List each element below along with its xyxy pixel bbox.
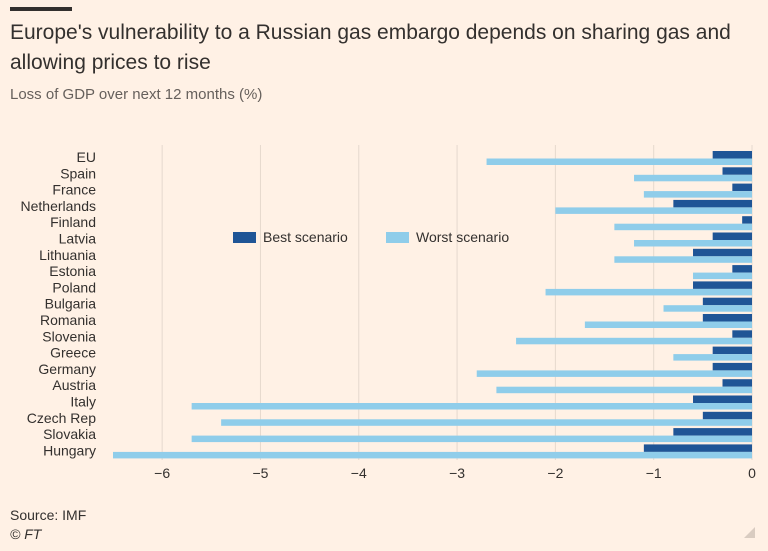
bar-best-scenario bbox=[722, 379, 752, 387]
ft-top-rule bbox=[10, 7, 72, 11]
category-label: Germany bbox=[38, 361, 96, 377]
category-label: Netherlands bbox=[21, 198, 97, 214]
category-label: Austria bbox=[52, 377, 96, 393]
bar-worst-scenario bbox=[545, 288, 752, 296]
legend-swatch-worst bbox=[386, 232, 409, 243]
bar-best-scenario bbox=[693, 395, 752, 403]
bar-worst-scenario bbox=[496, 386, 752, 394]
bar-worst-scenario bbox=[486, 158, 752, 165]
bar-best-scenario bbox=[732, 183, 752, 192]
bar-worst-scenario bbox=[476, 370, 752, 377]
bar-best-scenario bbox=[732, 265, 752, 273]
category-label: Estonia bbox=[49, 263, 96, 279]
category-label: Spain bbox=[60, 165, 96, 181]
x-tick-label: −3 bbox=[449, 465, 465, 481]
legend-label-worst: Worst scenario bbox=[416, 229, 509, 245]
category-label: Italy bbox=[70, 394, 96, 410]
bar-best-scenario bbox=[702, 297, 752, 306]
bar-worst-scenario bbox=[643, 191, 752, 198]
bar-worst-scenario bbox=[614, 223, 752, 231]
category-label: Romania bbox=[40, 312, 96, 328]
bar-worst-scenario bbox=[113, 451, 752, 459]
bar-best-scenario bbox=[693, 248, 752, 257]
category-label: France bbox=[52, 182, 96, 198]
category-label: Greece bbox=[50, 345, 96, 361]
category-label: Czech Rep bbox=[27, 410, 96, 426]
chart-subtitle: Loss of GDP over next 12 months (%) bbox=[10, 86, 263, 103]
bar-best-scenario bbox=[673, 199, 752, 208]
bar-best-scenario bbox=[712, 346, 752, 355]
bar-worst-scenario bbox=[516, 337, 752, 345]
bar-worst-scenario bbox=[634, 240, 752, 247]
legend: Best scenario Worst scenario bbox=[233, 229, 509, 245]
bar-best-scenario bbox=[742, 216, 752, 224]
category-labels: EUSpainFranceNetherlandsFinlandLatviaLit… bbox=[21, 149, 97, 458]
resize-handle-icon bbox=[744, 527, 755, 538]
x-tick-label: 0 bbox=[748, 465, 756, 481]
x-tick-label: −5 bbox=[252, 465, 268, 481]
category-label: Poland bbox=[52, 279, 96, 295]
x-tick-label: −2 bbox=[547, 465, 563, 481]
bar-worst-scenario bbox=[221, 419, 753, 426]
bar-worst-scenario bbox=[191, 435, 753, 443]
bar-worst-scenario bbox=[584, 321, 752, 328]
ft-credit: © FT bbox=[10, 526, 42, 542]
legend-swatch-best bbox=[233, 232, 256, 243]
bar-best-scenario bbox=[693, 281, 752, 289]
bar-best-scenario bbox=[673, 428, 752, 436]
x-tick-label: −4 bbox=[351, 465, 367, 481]
bar-best-scenario bbox=[722, 167, 752, 175]
bar-chart: EUSpainFranceNetherlandsFinlandLatviaLit… bbox=[21, 145, 756, 481]
bar-worst-scenario bbox=[191, 403, 753, 410]
category-label: Slovenia bbox=[42, 328, 96, 344]
x-tick-label: −6 bbox=[154, 465, 170, 481]
x-tick-label: −1 bbox=[646, 465, 662, 481]
category-label: Hungary bbox=[43, 442, 96, 458]
category-label: Slovakia bbox=[43, 426, 96, 442]
bar-worst-scenario bbox=[555, 207, 752, 214]
category-label: Finland bbox=[50, 214, 96, 230]
category-label: EU bbox=[77, 149, 96, 165]
bar-best-scenario bbox=[712, 232, 752, 240]
source-note: Source: IMF bbox=[10, 507, 87, 523]
category-label: Latvia bbox=[59, 231, 97, 247]
bar-worst-scenario bbox=[634, 174, 752, 182]
bar-worst-scenario bbox=[673, 354, 752, 361]
bar-best-scenario bbox=[702, 314, 752, 322]
x-tick-labels: −6 −5 −4 −3 −2 −1 0 bbox=[154, 465, 756, 481]
bar-worst-scenario bbox=[614, 256, 752, 263]
bar-best-scenario bbox=[702, 411, 752, 420]
chart-title: Europe's vulnerability to a Russian gas … bbox=[10, 21, 731, 74]
bar-best-scenario bbox=[712, 151, 752, 159]
bar-best-scenario bbox=[732, 330, 752, 338]
bars bbox=[113, 151, 753, 459]
category-label: Bulgaria bbox=[45, 296, 97, 312]
bar-best-scenario bbox=[643, 444, 752, 452]
bar-worst-scenario bbox=[693, 272, 752, 280]
bar-best-scenario bbox=[712, 362, 752, 371]
category-label: Lithuania bbox=[39, 247, 96, 263]
legend-label-best: Best scenario bbox=[263, 229, 348, 245]
bar-worst-scenario bbox=[663, 305, 752, 312]
